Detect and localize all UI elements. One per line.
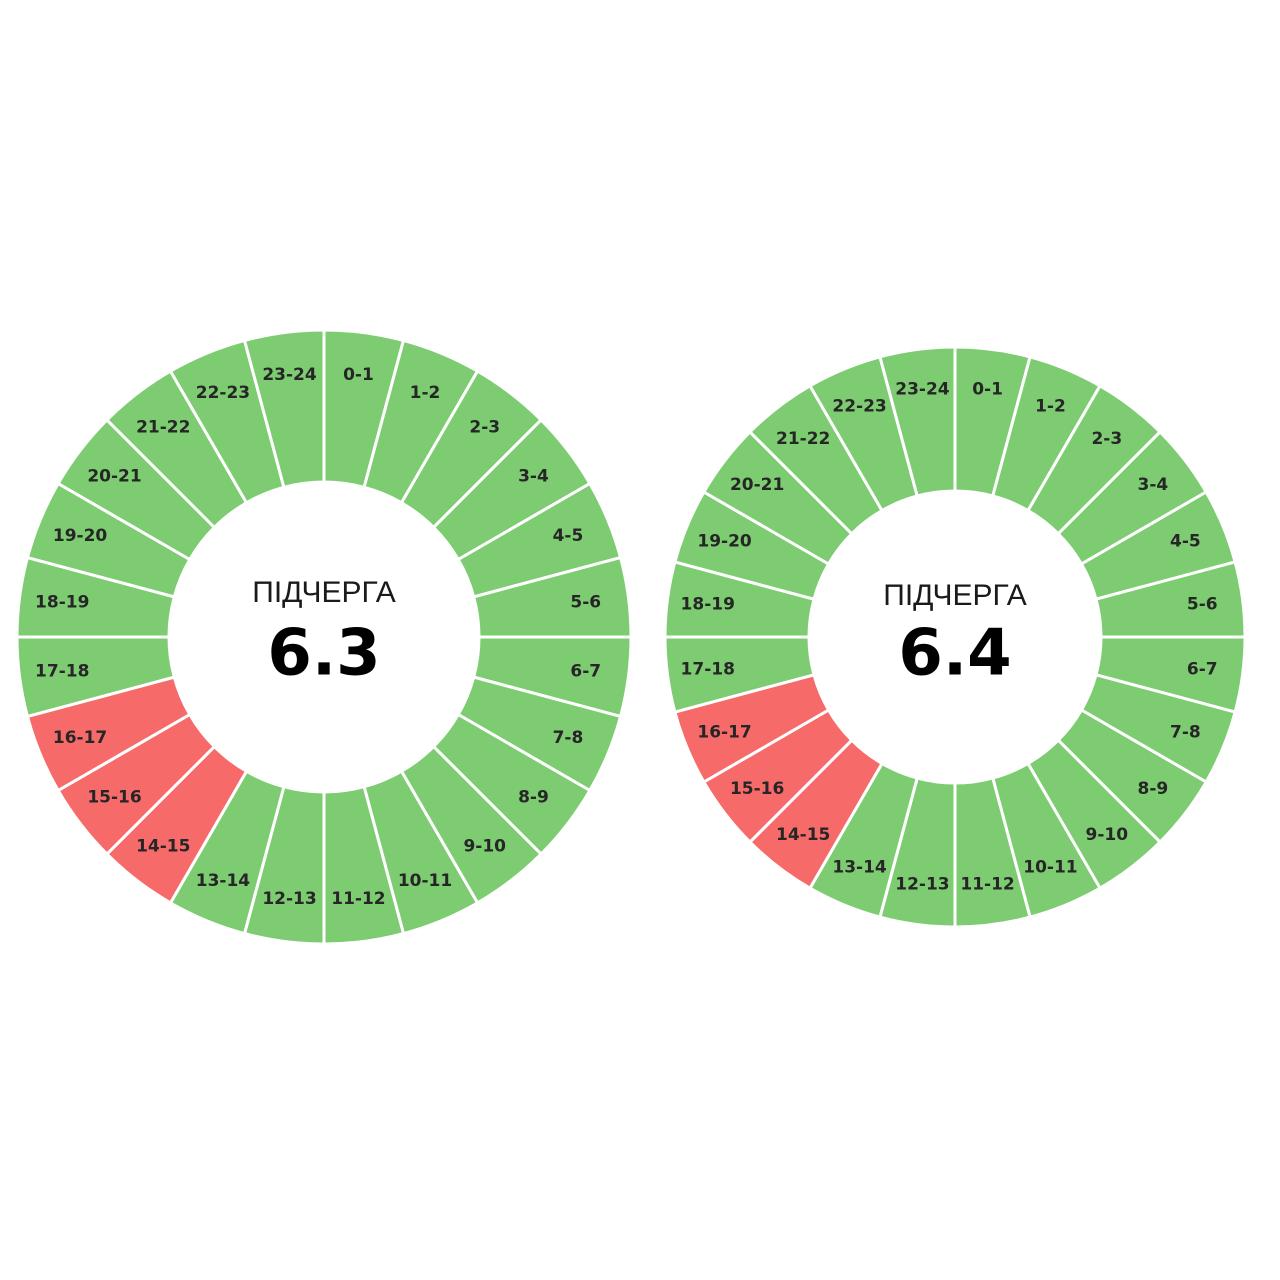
segment-label: 10-11 bbox=[1023, 857, 1077, 877]
segment-label: 19-20 bbox=[697, 532, 752, 552]
segment-label: 17-18 bbox=[681, 660, 735, 680]
segment-label: 7-8 bbox=[1170, 722, 1201, 742]
segment-label: 20-21 bbox=[730, 475, 784, 495]
segment-label: 6-7 bbox=[1187, 660, 1218, 680]
segment-label: 1-2 bbox=[1035, 397, 1066, 417]
segment-label: 4-5 bbox=[553, 526, 584, 546]
segment bbox=[242, 328, 326, 490]
segment-label: 9-10 bbox=[1086, 825, 1129, 845]
segment-label: 10-11 bbox=[398, 871, 452, 891]
segment-label: 23-24 bbox=[262, 365, 317, 385]
segment-label: 6-7 bbox=[570, 661, 601, 681]
segment-label: 3-4 bbox=[1138, 475, 1169, 495]
segment-label: 18-19 bbox=[681, 594, 735, 614]
segment-label: 20-21 bbox=[87, 466, 141, 486]
segment-label: 0-1 bbox=[343, 365, 374, 385]
segment-label: 17-18 bbox=[35, 661, 89, 681]
segment-label: 15-16 bbox=[87, 788, 141, 808]
segment-label: 12-13 bbox=[262, 889, 316, 909]
segment-label: 21-22 bbox=[776, 429, 830, 449]
dial-title: ПІДЧЕРГА bbox=[252, 576, 395, 609]
segment-label: 9-10 bbox=[463, 836, 506, 856]
segment-label: 8-9 bbox=[1138, 779, 1169, 799]
segment-label: 3-4 bbox=[518, 466, 549, 486]
dial: 0-1 1-2 2-3 3-4 4-5 5-6 6-7 7-8 8-9 9-10 10-11 11-1… bbox=[663, 345, 1247, 929]
segment bbox=[878, 345, 957, 498]
segment-label: 22-23 bbox=[196, 383, 250, 403]
segment-label: 23-24 bbox=[895, 380, 950, 400]
segment-label: 1-2 bbox=[410, 383, 441, 403]
dial-number: 6.3 bbox=[267, 617, 380, 691]
segment-label: 11-12 bbox=[960, 874, 1014, 894]
dial-title: ПІДЧЕРГА bbox=[883, 579, 1026, 612]
segment-label: 4-5 bbox=[1170, 532, 1201, 552]
segment-label: 5-6 bbox=[570, 593, 601, 613]
segment-label: 16-17 bbox=[53, 728, 107, 748]
segment-label: 13-14 bbox=[196, 871, 251, 891]
segment-label: 21-22 bbox=[136, 418, 190, 438]
segment-label: 15-16 bbox=[730, 779, 784, 799]
dial: 0-1 1-2 2-3 3-4 4-5 5-6 6-7 7-8 8-9 9-10 10-11 11-1… bbox=[15, 328, 633, 946]
segment-label: 0-1 bbox=[972, 380, 1003, 400]
segment-label: 22-23 bbox=[832, 397, 886, 417]
segment-label: 14-15 bbox=[136, 836, 190, 856]
segment-label: 7-8 bbox=[553, 728, 584, 748]
segment-label: 2-3 bbox=[469, 418, 500, 438]
segment-label: 19-20 bbox=[53, 526, 108, 546]
segment-label: 8-9 bbox=[518, 788, 549, 808]
segment-label: 13-14 bbox=[832, 857, 887, 877]
segment-label: 12-13 bbox=[895, 874, 949, 894]
segment-label: 18-19 bbox=[35, 593, 89, 613]
segment-label: 16-17 bbox=[697, 722, 751, 742]
segment-label: 5-6 bbox=[1187, 594, 1218, 614]
segment-label: 14-15 bbox=[776, 825, 830, 845]
dial-number: 6.4 bbox=[898, 617, 1011, 691]
segment-label: 2-3 bbox=[1091, 429, 1122, 449]
segment-label: 11-12 bbox=[331, 889, 385, 909]
